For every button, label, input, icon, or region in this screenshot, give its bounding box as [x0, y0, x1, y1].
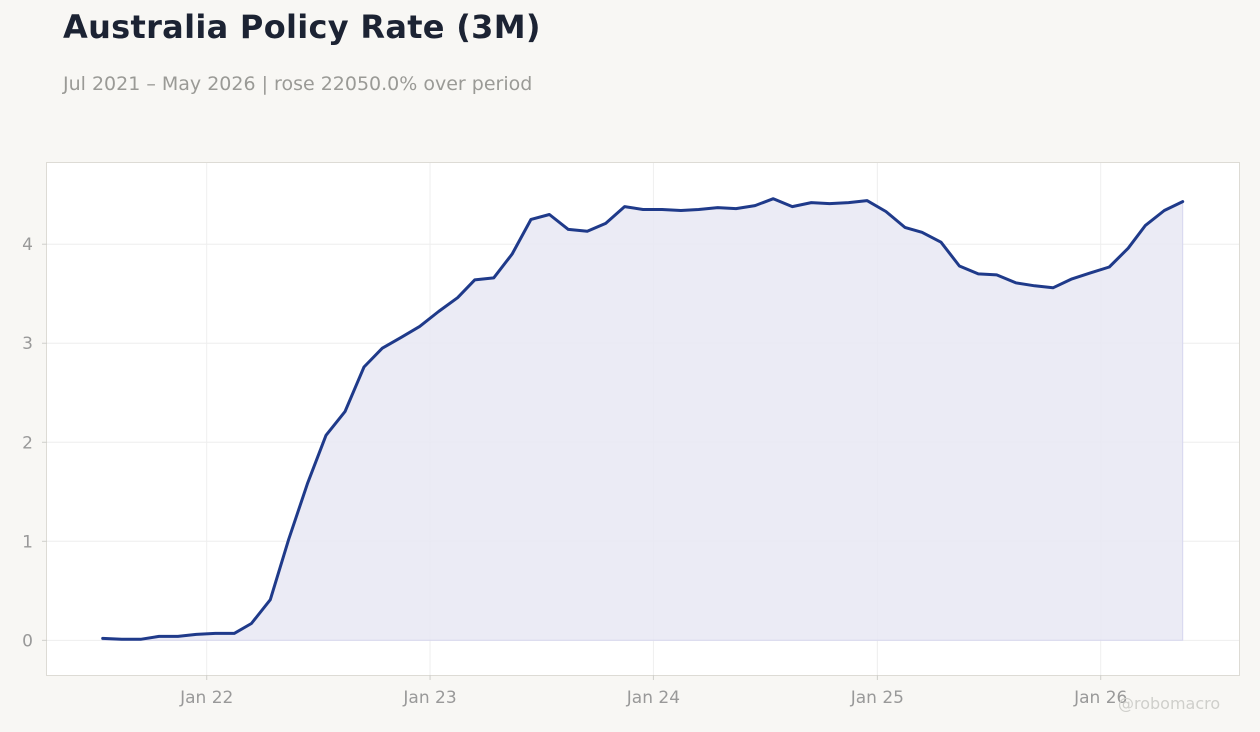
data-point — [269, 598, 272, 601]
data-point — [344, 410, 347, 413]
data-point — [120, 638, 123, 641]
data-point — [1163, 209, 1166, 212]
data-point — [381, 347, 384, 350]
data-point — [1033, 284, 1036, 287]
y-axis-ticks: 0 1 2 3 4 — [22, 235, 47, 651]
data-point — [195, 633, 198, 636]
data-point — [1144, 224, 1147, 227]
data-point — [958, 265, 961, 268]
data-point — [772, 197, 775, 200]
data-point — [904, 226, 907, 229]
data-point — [548, 213, 551, 216]
x-tick-label: Jan 25 — [850, 688, 904, 708]
data-point — [250, 622, 253, 625]
data-point — [791, 205, 794, 208]
y-tick-label: 1 — [22, 532, 33, 552]
x-tick-label: Jan 24 — [626, 688, 680, 708]
data-point — [177, 635, 180, 638]
data-point — [1071, 278, 1074, 281]
data-point — [456, 296, 459, 299]
data-point — [921, 231, 924, 234]
x-tick-label: Jan 23 — [402, 688, 456, 708]
data-point — [1181, 200, 1184, 203]
data-point — [754, 204, 757, 207]
data-point — [604, 222, 607, 225]
watermark: @robomacro — [1118, 694, 1221, 713]
chart-subtitle: Jul 2021 – May 2026 | rose 22050.0% over… — [63, 73, 533, 95]
data-point — [1089, 272, 1092, 275]
data-point — [623, 205, 626, 208]
y-tick-label: 0 — [22, 631, 33, 651]
data-point — [492, 277, 495, 280]
chart-title: Australia Policy Rate (3M) — [63, 8, 541, 46]
data-point — [885, 210, 888, 213]
data-point — [697, 208, 700, 211]
data-point — [473, 279, 476, 282]
data-point — [306, 482, 309, 485]
data-point — [511, 253, 514, 256]
data-point — [158, 635, 161, 638]
data-point — [101, 637, 104, 640]
x-tick-label: Jan 22 — [179, 688, 233, 708]
data-point — [139, 638, 142, 641]
y-tick-label: 3 — [22, 334, 33, 354]
data-point — [977, 273, 980, 276]
data-point — [680, 209, 683, 212]
data-point — [940, 241, 943, 244]
data-point — [828, 202, 831, 205]
data-point — [325, 434, 328, 437]
y-tick-label: 4 — [22, 235, 33, 255]
data-point — [642, 208, 645, 211]
data-point — [716, 206, 719, 209]
data-point — [661, 208, 664, 211]
data-point — [995, 274, 998, 277]
data-point — [735, 207, 738, 210]
data-point — [287, 538, 290, 541]
data-point — [847, 201, 850, 204]
data-point — [437, 310, 440, 313]
data-point — [567, 228, 570, 231]
data-point — [214, 632, 217, 635]
data-point — [810, 201, 813, 204]
data-point — [866, 199, 869, 202]
data-point — [363, 366, 366, 369]
data-point — [233, 632, 236, 635]
y-tick-label: 2 — [22, 433, 33, 453]
data-point — [400, 336, 403, 339]
data-point — [1052, 286, 1055, 289]
series-line-path — [101, 197, 1185, 641]
data-point — [418, 325, 421, 328]
data-point — [1108, 266, 1111, 269]
data-point — [530, 218, 533, 221]
data-point — [1127, 247, 1130, 250]
x-axis-ticks: Jan 22 Jan 23 Jan 24 Jan 25 Jan 26 — [179, 675, 1127, 708]
x-tick-label: Jan 26 — [1073, 688, 1127, 708]
data-point — [1014, 281, 1017, 284]
series-line — [101, 197, 1185, 641]
data-point — [586, 230, 589, 233]
